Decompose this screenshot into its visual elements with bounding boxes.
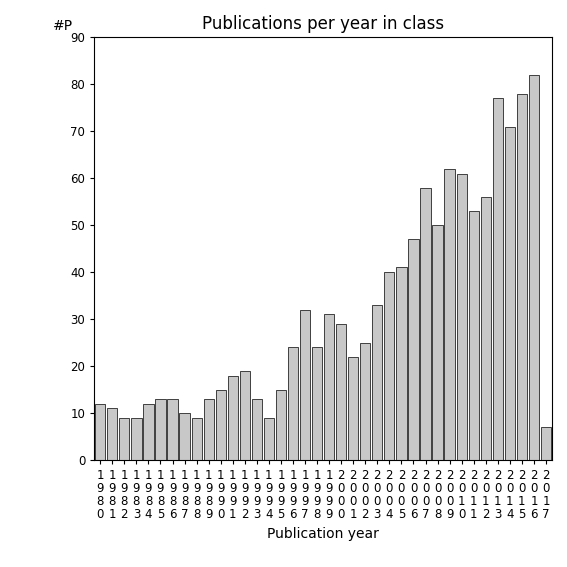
Bar (167, 399, 177, 460)
Bar (396, 268, 407, 460)
Bar (468, 211, 479, 460)
Bar (264, 418, 274, 460)
Bar (408, 239, 418, 460)
Bar (372, 305, 383, 460)
Bar (433, 225, 443, 460)
Bar (107, 408, 117, 460)
X-axis label: Publication year: Publication year (267, 527, 379, 541)
Bar (215, 390, 226, 460)
Bar (481, 197, 491, 460)
Bar (324, 315, 335, 460)
Bar (132, 418, 142, 460)
Bar (445, 169, 455, 460)
Text: #P: #P (53, 19, 73, 33)
Bar (288, 348, 298, 460)
Bar (240, 371, 250, 460)
Bar (119, 418, 129, 460)
Bar (529, 75, 539, 460)
Bar (252, 399, 262, 460)
Bar (95, 404, 105, 460)
Bar (300, 310, 310, 460)
Bar (517, 94, 527, 460)
Bar (420, 188, 430, 460)
Bar (456, 174, 467, 460)
Bar (505, 126, 515, 460)
Bar (384, 272, 395, 460)
Bar (155, 399, 166, 460)
Bar (143, 404, 154, 460)
Bar (493, 99, 503, 460)
Bar (336, 324, 346, 460)
Bar (360, 342, 370, 460)
Bar (541, 427, 551, 460)
Bar (192, 418, 202, 460)
Bar (204, 399, 214, 460)
Bar (276, 390, 286, 460)
Bar (228, 375, 238, 460)
Bar (348, 357, 358, 460)
Title: Publications per year in class: Publications per year in class (202, 15, 444, 33)
Bar (312, 348, 322, 460)
Bar (180, 413, 190, 460)
